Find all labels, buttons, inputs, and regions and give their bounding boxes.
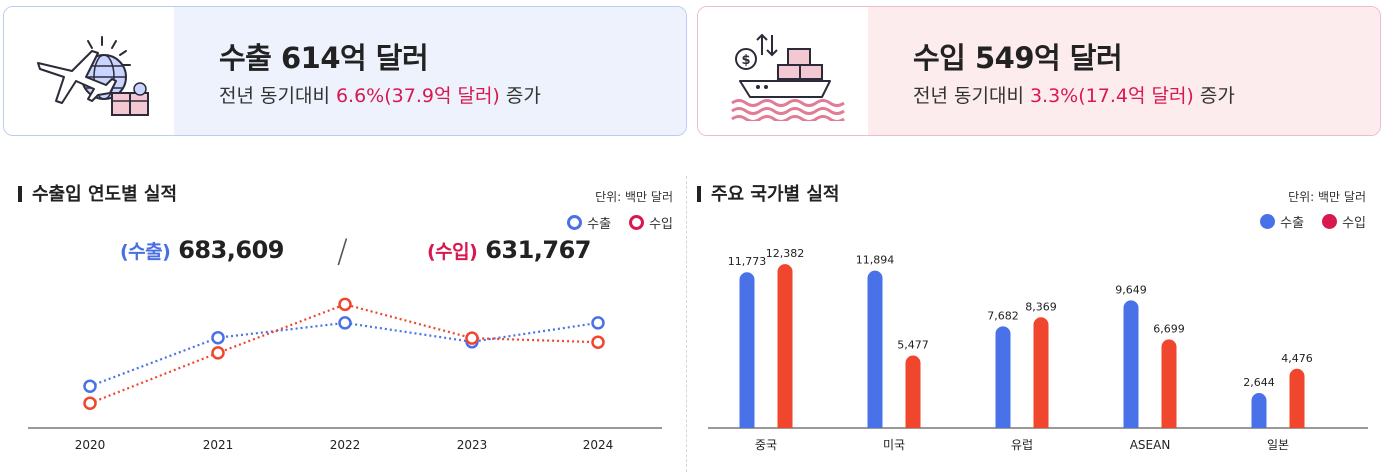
data-label-import: 6,699 xyxy=(1153,322,1185,335)
legend-import-label: 수입 xyxy=(1342,216,1366,231)
export-icon-area xyxy=(4,7,174,135)
bar-import xyxy=(1033,317,1049,428)
export-summary-title: 수출 614억 달러 xyxy=(219,41,429,75)
country-section-title: 주요 국가별 실적 xyxy=(697,180,839,206)
legend-export-label: 수출 xyxy=(587,217,612,232)
import-sub-highlight: 3.3%(17.4억 달러) xyxy=(1029,85,1194,107)
x-tick-label: 미국 xyxy=(883,438,905,452)
x-tick-label: 2023 xyxy=(457,438,488,452)
legend-import: 수입 xyxy=(1322,212,1366,231)
x-tick-label: 2024 xyxy=(583,438,614,452)
data-label-import: 5,477 xyxy=(897,339,929,352)
import-summary-card: $ 수입 549억 달러 전년 동기대비 3.3%(17.4억 달러) 증가 xyxy=(697,6,1381,136)
export-sub-highlight: 6.6%(37.9억 달러) xyxy=(335,85,500,107)
data-point-import xyxy=(465,331,479,345)
x-tick-label: 2022 xyxy=(330,438,361,452)
export-summary-sub: 전년 동기대비 6.6%(37.9억 달러) 증가 xyxy=(219,81,541,108)
data-label-import: 8,369 xyxy=(1025,300,1057,313)
data-label-import: 4,476 xyxy=(1281,352,1313,365)
data-point-export xyxy=(338,316,352,330)
export-total: (수출) 683,609 xyxy=(120,236,284,264)
data-label-export: 7,682 xyxy=(987,309,1019,322)
import-sub-suffix: 증가 xyxy=(1199,85,1235,107)
series-line-export xyxy=(89,321,599,388)
import-sub-prefix: 전년 동기대비 xyxy=(913,85,1024,107)
export-total-value: 683,609 xyxy=(178,236,284,264)
legend-export-marker xyxy=(567,215,583,230)
bar-export xyxy=(1251,393,1267,428)
data-point-import xyxy=(211,346,225,360)
series-line-import xyxy=(89,303,599,405)
totals-divider: / xyxy=(337,232,348,270)
bar-import xyxy=(905,355,921,428)
import-summary-sub: 전년 동기대비 3.3%(17.4억 달러) 증가 xyxy=(913,81,1235,108)
data-label-export: 11,773 xyxy=(728,255,767,268)
legend-import-marker xyxy=(1322,214,1338,229)
legend-import: 수입 xyxy=(629,213,673,232)
import-total-label: (수입) xyxy=(427,241,478,263)
bar-export xyxy=(995,326,1011,428)
yearly-legend: 수출 수입 xyxy=(555,213,673,232)
x-tick-label: 2020 xyxy=(75,438,106,452)
data-label-export: 9,649 xyxy=(1115,283,1147,296)
legend-export-marker xyxy=(1260,214,1276,229)
export-sub-prefix: 전년 동기대비 xyxy=(219,85,330,107)
yearly-unit-label: 단위: 백만 달러 xyxy=(595,190,673,204)
import-icon-area: $ xyxy=(698,7,868,135)
data-point-export xyxy=(83,379,97,393)
panel-divider xyxy=(686,176,687,472)
x-tick-label: 중국 xyxy=(755,438,777,452)
legend-import-label: 수입 xyxy=(649,217,673,232)
x-tick-label: 일본 xyxy=(1267,438,1289,452)
import-text-area: 수입 549억 달러 전년 동기대비 3.3%(17.4억 달러) 증가 xyxy=(868,7,1380,135)
legend-import-marker xyxy=(629,215,645,230)
data-label-export: 2,644 xyxy=(1243,376,1275,389)
yearly-title-text: 수출입 연도별 실적 xyxy=(32,184,178,205)
cargo-ship-icon: $ xyxy=(731,33,845,121)
legend-export: 수출 xyxy=(1260,212,1304,231)
import-total: (수입) 631,767 xyxy=(427,236,591,264)
country-unit-label: 단위: 백만 달러 xyxy=(1288,190,1366,204)
yearly-section-title: 수출입 연도별 실적 xyxy=(18,180,177,206)
data-point-export xyxy=(211,330,225,345)
data-point-import xyxy=(591,335,605,349)
data-point-import xyxy=(83,396,97,410)
x-tick-label: 유럽 xyxy=(1011,438,1033,452)
import-total-value: 631,767 xyxy=(485,236,591,264)
bar-import xyxy=(1289,368,1305,428)
x-tick-label: ASEAN xyxy=(1130,438,1171,452)
export-sub-suffix: 증가 xyxy=(505,85,541,107)
bar-import xyxy=(777,264,793,428)
legend-export: 수출 xyxy=(567,213,611,232)
legend-export-label: 수출 xyxy=(1280,216,1305,231)
export-total-label: (수출) xyxy=(120,241,171,263)
data-label-export: 11,894 xyxy=(856,254,895,267)
country-legend: 수출 수입 xyxy=(1248,212,1366,231)
data-point-export xyxy=(591,316,605,330)
title-marker xyxy=(697,186,701,202)
title-marker xyxy=(18,186,22,202)
bar-import xyxy=(1161,339,1177,428)
export-text-area: 수출 614억 달러 전년 동기대비 6.6%(37.9억 달러) 증가 xyxy=(174,7,686,135)
country-bar-chart: 11,773 11,894 7,682 9,649 2,644 12,382 5,477 8,… xyxy=(708,247,1368,452)
import-summary-title: 수입 549억 달러 xyxy=(913,41,1123,75)
bar-export xyxy=(867,270,883,428)
data-label-import: 12,382 xyxy=(766,247,805,260)
airplane-globe-icon xyxy=(37,36,149,116)
x-tick-label: 2021 xyxy=(203,438,234,452)
country-title-text: 주요 국가별 실적 xyxy=(711,184,840,205)
svg-text:$: $ xyxy=(741,53,750,68)
bar-export xyxy=(1123,300,1139,428)
export-summary-card: 수출 614억 달러 전년 동기대비 6.6%(37.9억 달러) 증가 xyxy=(3,6,687,136)
yearly-line-chart: 2020 2021 2022 2023 2024 xyxy=(28,297,662,452)
bar-export xyxy=(739,272,755,428)
data-point-import xyxy=(338,297,352,312)
